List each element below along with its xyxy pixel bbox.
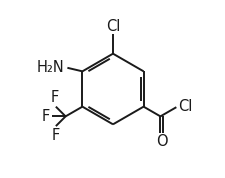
Text: Cl: Cl xyxy=(177,99,191,114)
Text: O: O xyxy=(155,134,167,149)
Text: F: F xyxy=(42,109,50,124)
Text: F: F xyxy=(51,128,59,143)
Text: Cl: Cl xyxy=(105,19,120,34)
Text: H₂N: H₂N xyxy=(37,60,64,75)
Text: F: F xyxy=(51,90,59,105)
